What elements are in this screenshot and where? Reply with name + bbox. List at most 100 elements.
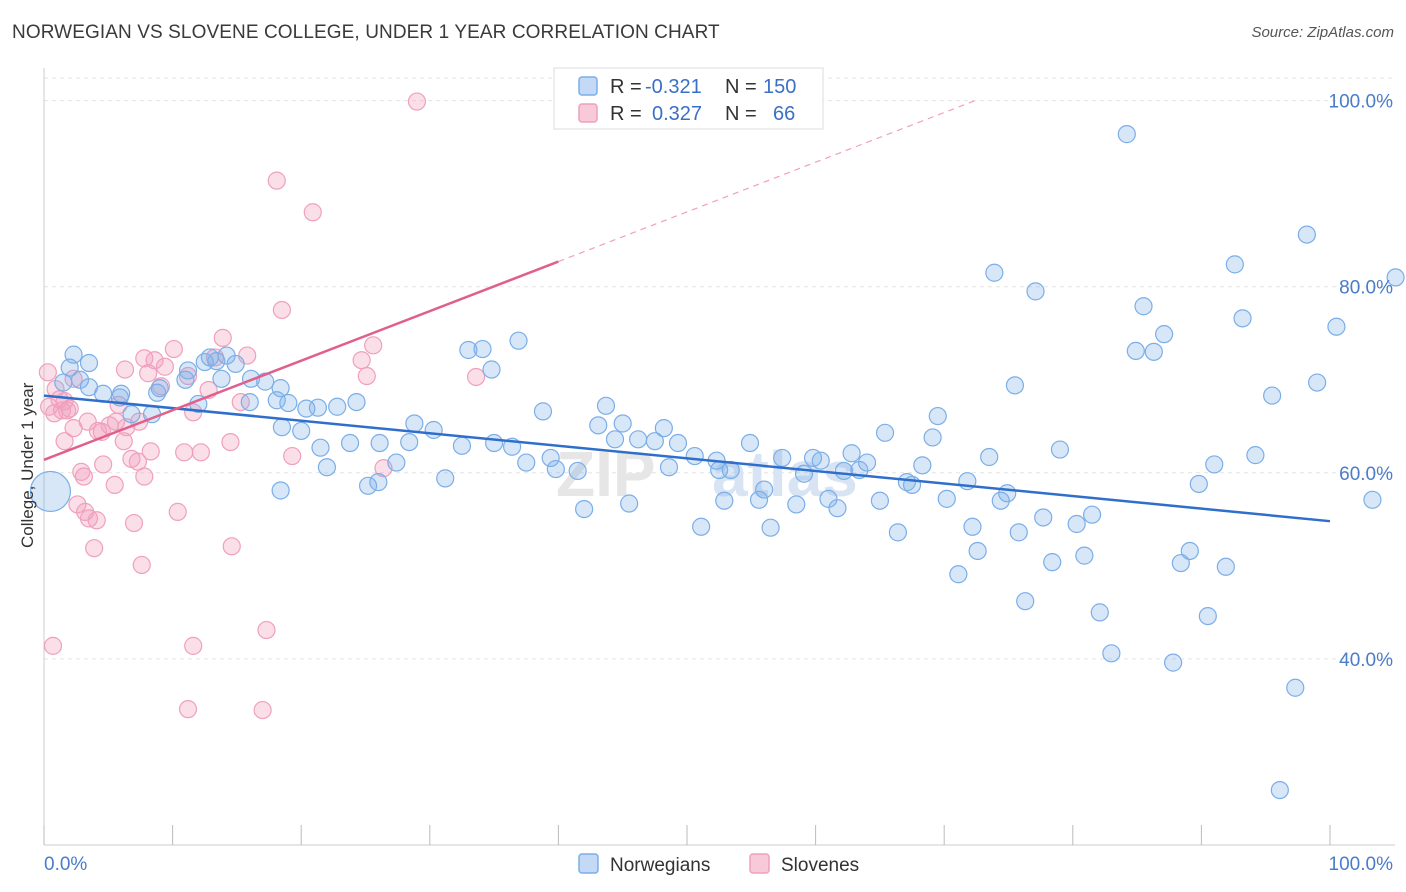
norwegians-point <box>1246 446 1265 465</box>
slovenes-point <box>43 636 63 655</box>
norwegians-point <box>79 353 99 373</box>
norwegians-point <box>811 451 830 470</box>
norwegians-point <box>949 565 968 584</box>
y-tick-label: 60.0% <box>1339 464 1393 485</box>
norwegians-point <box>226 354 245 374</box>
norwegians-point <box>148 383 167 402</box>
slovenes-point <box>267 171 286 190</box>
slovenes-point <box>191 443 210 462</box>
norwegians-point <box>980 447 999 467</box>
norwegians-point <box>358 476 378 495</box>
slovenes-point <box>141 442 160 461</box>
norwegians-point <box>1327 317 1346 336</box>
norwegians-point <box>692 517 711 536</box>
norwegians-point <box>112 384 131 403</box>
x-tick-label-max: 100.0% <box>1329 854 1394 875</box>
norwegians-point <box>459 340 478 360</box>
slovenes-point <box>60 399 79 418</box>
norwegians-point <box>575 499 594 519</box>
norwegians-point <box>272 418 292 437</box>
chart-title: NORWEGIAN VS SLOVENE COLLEGE, UNDER 1 YE… <box>12 22 720 43</box>
bottom-legend: Norwegians Slovenes <box>578 853 859 876</box>
norwegians-point <box>928 406 947 426</box>
norwegians-point <box>870 491 890 510</box>
norwegians-point <box>178 361 198 380</box>
slovenes-point <box>124 513 144 533</box>
norwegians-point <box>1016 592 1035 611</box>
norwegians-point <box>122 405 141 424</box>
norwegians-point <box>1180 541 1199 561</box>
norwegians-point <box>645 432 664 451</box>
norwegians-point <box>207 352 226 371</box>
norwegians-point <box>1117 125 1136 144</box>
slovenes-point <box>364 336 383 355</box>
norwegians-point <box>568 461 587 481</box>
norwegians-point <box>968 541 987 561</box>
bottom-legend-label-norwegians: Norwegians <box>610 855 710 876</box>
norwegians-point <box>1067 514 1086 534</box>
norwegians-point <box>1034 508 1053 527</box>
norwegians-point <box>740 433 760 453</box>
slovenes-point <box>222 537 241 556</box>
norwegians-point <box>1297 225 1316 244</box>
norwegians-point <box>1005 376 1025 395</box>
norwegians-point <box>761 518 780 537</box>
norwegians-point <box>1308 373 1327 392</box>
norwegians-point <box>1189 474 1208 494</box>
legend-r-label-slovenes: R = <box>610 103 642 125</box>
norwegians-point <box>842 444 861 463</box>
norwegians-point <box>749 490 769 509</box>
norwegians-point <box>271 379 290 398</box>
norwegians-point <box>347 392 366 412</box>
norwegians-point <box>589 416 608 435</box>
norwegians-point <box>787 495 806 514</box>
norwegians-point <box>991 491 1010 510</box>
norwegians-point <box>1270 781 1289 800</box>
norwegians-point <box>279 393 298 413</box>
norwegians-point <box>1134 297 1153 316</box>
x-tick-labels: 0.0% 100.0% <box>44 854 1393 875</box>
slovenes-point <box>168 502 187 521</box>
slovenes-point <box>272 300 292 320</box>
norwegians-point <box>613 414 632 433</box>
y-tick-labels: 40.0% 60.0% 80.0% 100.0% <box>1329 92 1394 671</box>
slovenes-point <box>85 539 104 558</box>
slovenes-trend-line <box>43 260 559 461</box>
y-axis-label: College, Under 1 year <box>18 382 37 548</box>
norwegians-point <box>888 523 908 542</box>
slovenes-point <box>78 412 97 431</box>
slovenes-point <box>132 555 151 575</box>
y-tick-label: 80.0% <box>1339 278 1393 299</box>
slovenes-point <box>466 367 486 387</box>
slovenes-point <box>87 511 106 530</box>
norwegians-point <box>405 414 424 433</box>
norwegians-point <box>1082 505 1102 524</box>
legend-swatch-slovenes <box>578 103 598 123</box>
norwegians-point <box>897 473 917 492</box>
norwegians-point <box>485 433 504 453</box>
norwegians-point <box>715 491 734 510</box>
bottom-legend-swatch-slovenes <box>749 853 770 874</box>
norwegians-point <box>1009 523 1028 542</box>
legend-n-label-norwegians: N = <box>725 76 757 98</box>
norwegians-point <box>541 448 560 468</box>
slovenes-point <box>94 455 113 474</box>
norwegians-point <box>1144 342 1163 361</box>
norwegians-point <box>473 339 492 359</box>
norwegians-point <box>963 517 982 536</box>
norwegians-point <box>834 461 853 481</box>
norwegians-point <box>1043 553 1062 572</box>
norwegians-point <box>1263 386 1282 405</box>
bottom-legend-swatch-norwegians <box>578 853 599 874</box>
norwegians-point <box>328 397 347 416</box>
y-tick-label: 100.0% <box>1329 92 1394 113</box>
norwegians-point <box>436 469 455 488</box>
x-tick-label-min: 0.0% <box>44 854 87 875</box>
slovenes-trend-extension <box>558 100 976 263</box>
norwegians-point <box>875 423 895 442</box>
norwegians-point <box>659 458 679 477</box>
norwegians-point <box>1233 309 1252 328</box>
norwegians-point <box>424 420 443 440</box>
legend-n-label-slovenes: N = <box>725 103 757 125</box>
norwegians-point <box>1026 282 1045 301</box>
